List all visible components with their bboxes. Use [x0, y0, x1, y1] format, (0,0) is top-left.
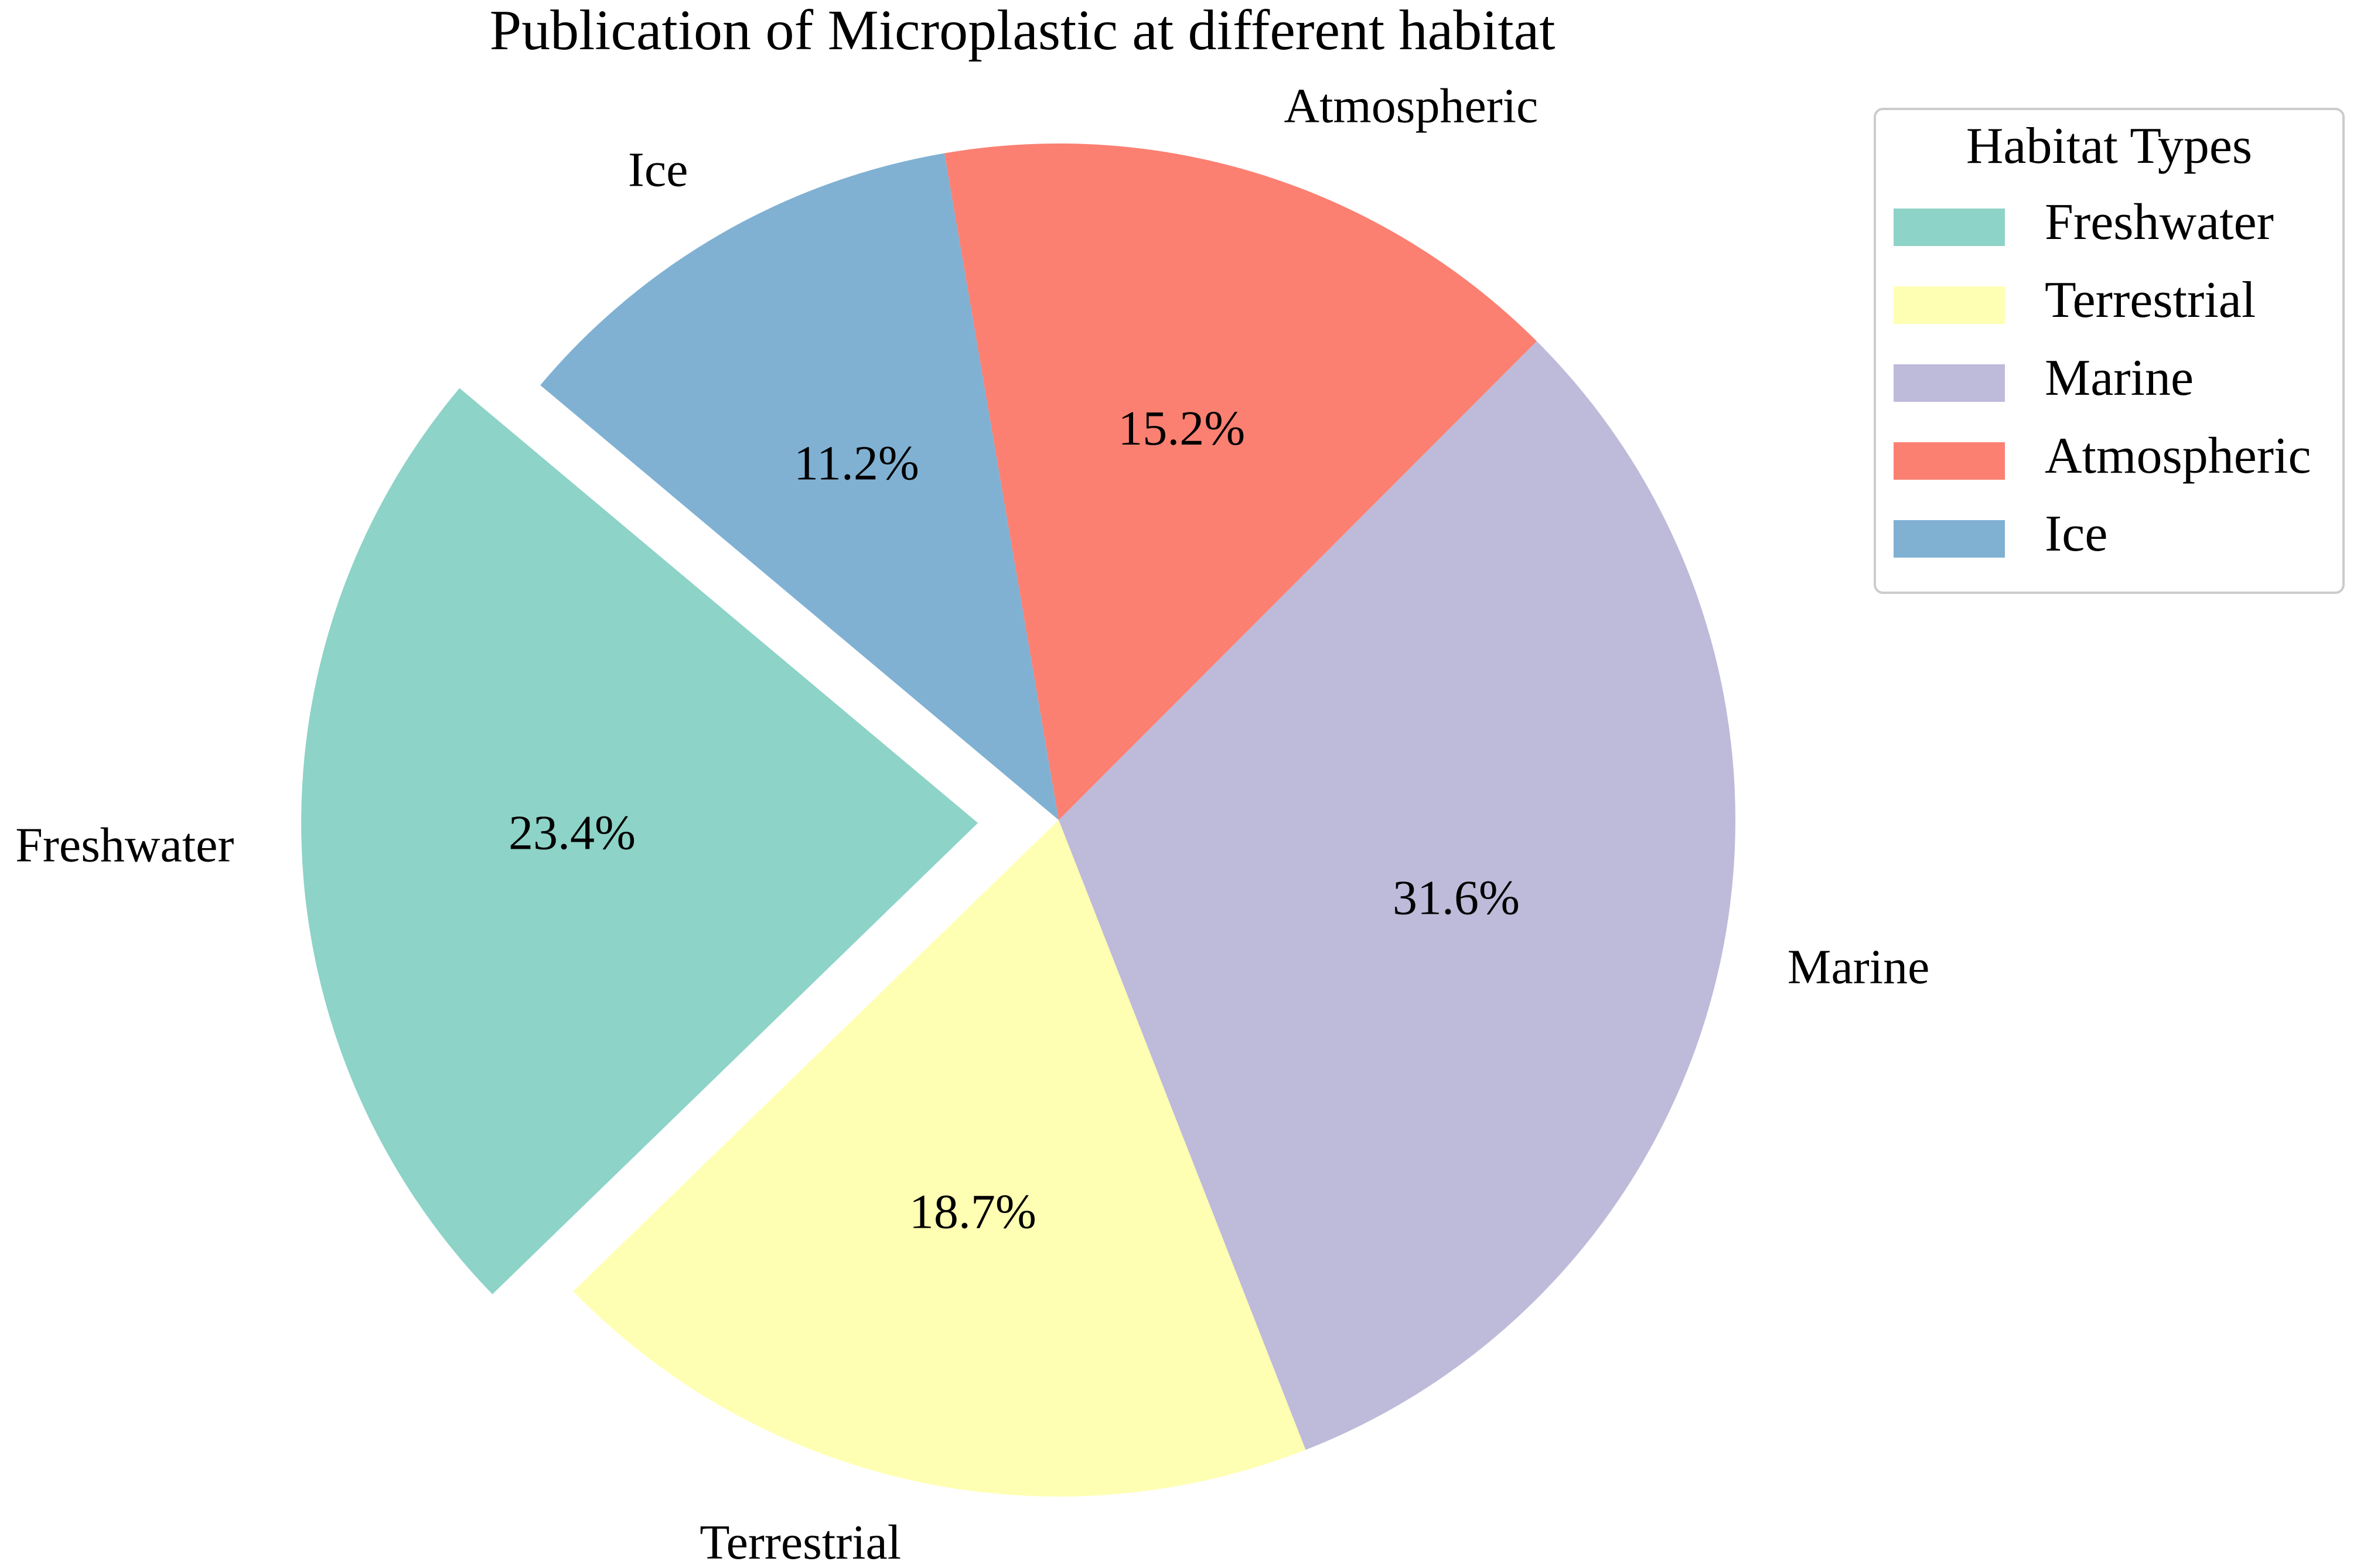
slice-label-marine: Marine — [1788, 940, 1930, 994]
pie-slices — [301, 144, 1735, 1497]
legend-label-marine: Marine — [2045, 350, 2194, 406]
legend-swatch-terrestrial — [1894, 286, 2005, 324]
slice-freshwater — [301, 388, 978, 1294]
legend-label-freshwater: Freshwater — [2045, 194, 2274, 251]
percentage-labels: 23.4% 18.7% 31.6% 15.2% 11.2% — [509, 401, 1520, 1239]
slice-value-terrestrial: 18.7% — [909, 1185, 1036, 1239]
slice-ice — [540, 153, 1059, 821]
legend-label-atmospheric: Atmospheric — [2045, 428, 2311, 484]
slice-value-ice: 11.2% — [794, 436, 919, 490]
legend-title: Habitat Types — [1966, 118, 2252, 175]
slice-value-freshwater: 23.4% — [509, 805, 636, 860]
legend-swatch-freshwater — [1894, 209, 2005, 246]
legend-label-terrestrial: Terrestrial — [2045, 272, 2256, 329]
legend: Habitat Types Freshwater Terrestrial Marin… — [1874, 108, 2345, 594]
slice-labels: Freshwater Terrestrial Marine Atmospheric Ic… — [15, 78, 1929, 1568]
chart-title: Publication of Microplastic at different… — [490, 0, 1556, 62]
legend-entries: Freshwater Terrestrial Marine Atmospheric Ic… — [1894, 194, 2311, 562]
slice-label-atmospheric: Atmospheric — [1284, 78, 1538, 133]
slice-label-freshwater: Freshwater — [15, 818, 234, 872]
slice-atmospheric — [944, 144, 1537, 821]
legend-label-ice: Ice — [2045, 505, 2107, 562]
slice-label-terrestrial: Terrestrial — [700, 1515, 901, 1568]
slice-value-atmospheric: 15.2% — [1118, 401, 1245, 456]
slice-terrestrial — [573, 820, 1306, 1497]
legend-swatch-ice — [1894, 520, 2005, 558]
legend-swatch-atmospheric — [1894, 442, 2005, 480]
legend-swatch-marine — [1894, 364, 2005, 402]
slice-marine — [1059, 341, 1735, 1450]
slice-label-ice: Ice — [628, 142, 688, 197]
slice-value-marine: 31.6% — [1393, 871, 1520, 925]
